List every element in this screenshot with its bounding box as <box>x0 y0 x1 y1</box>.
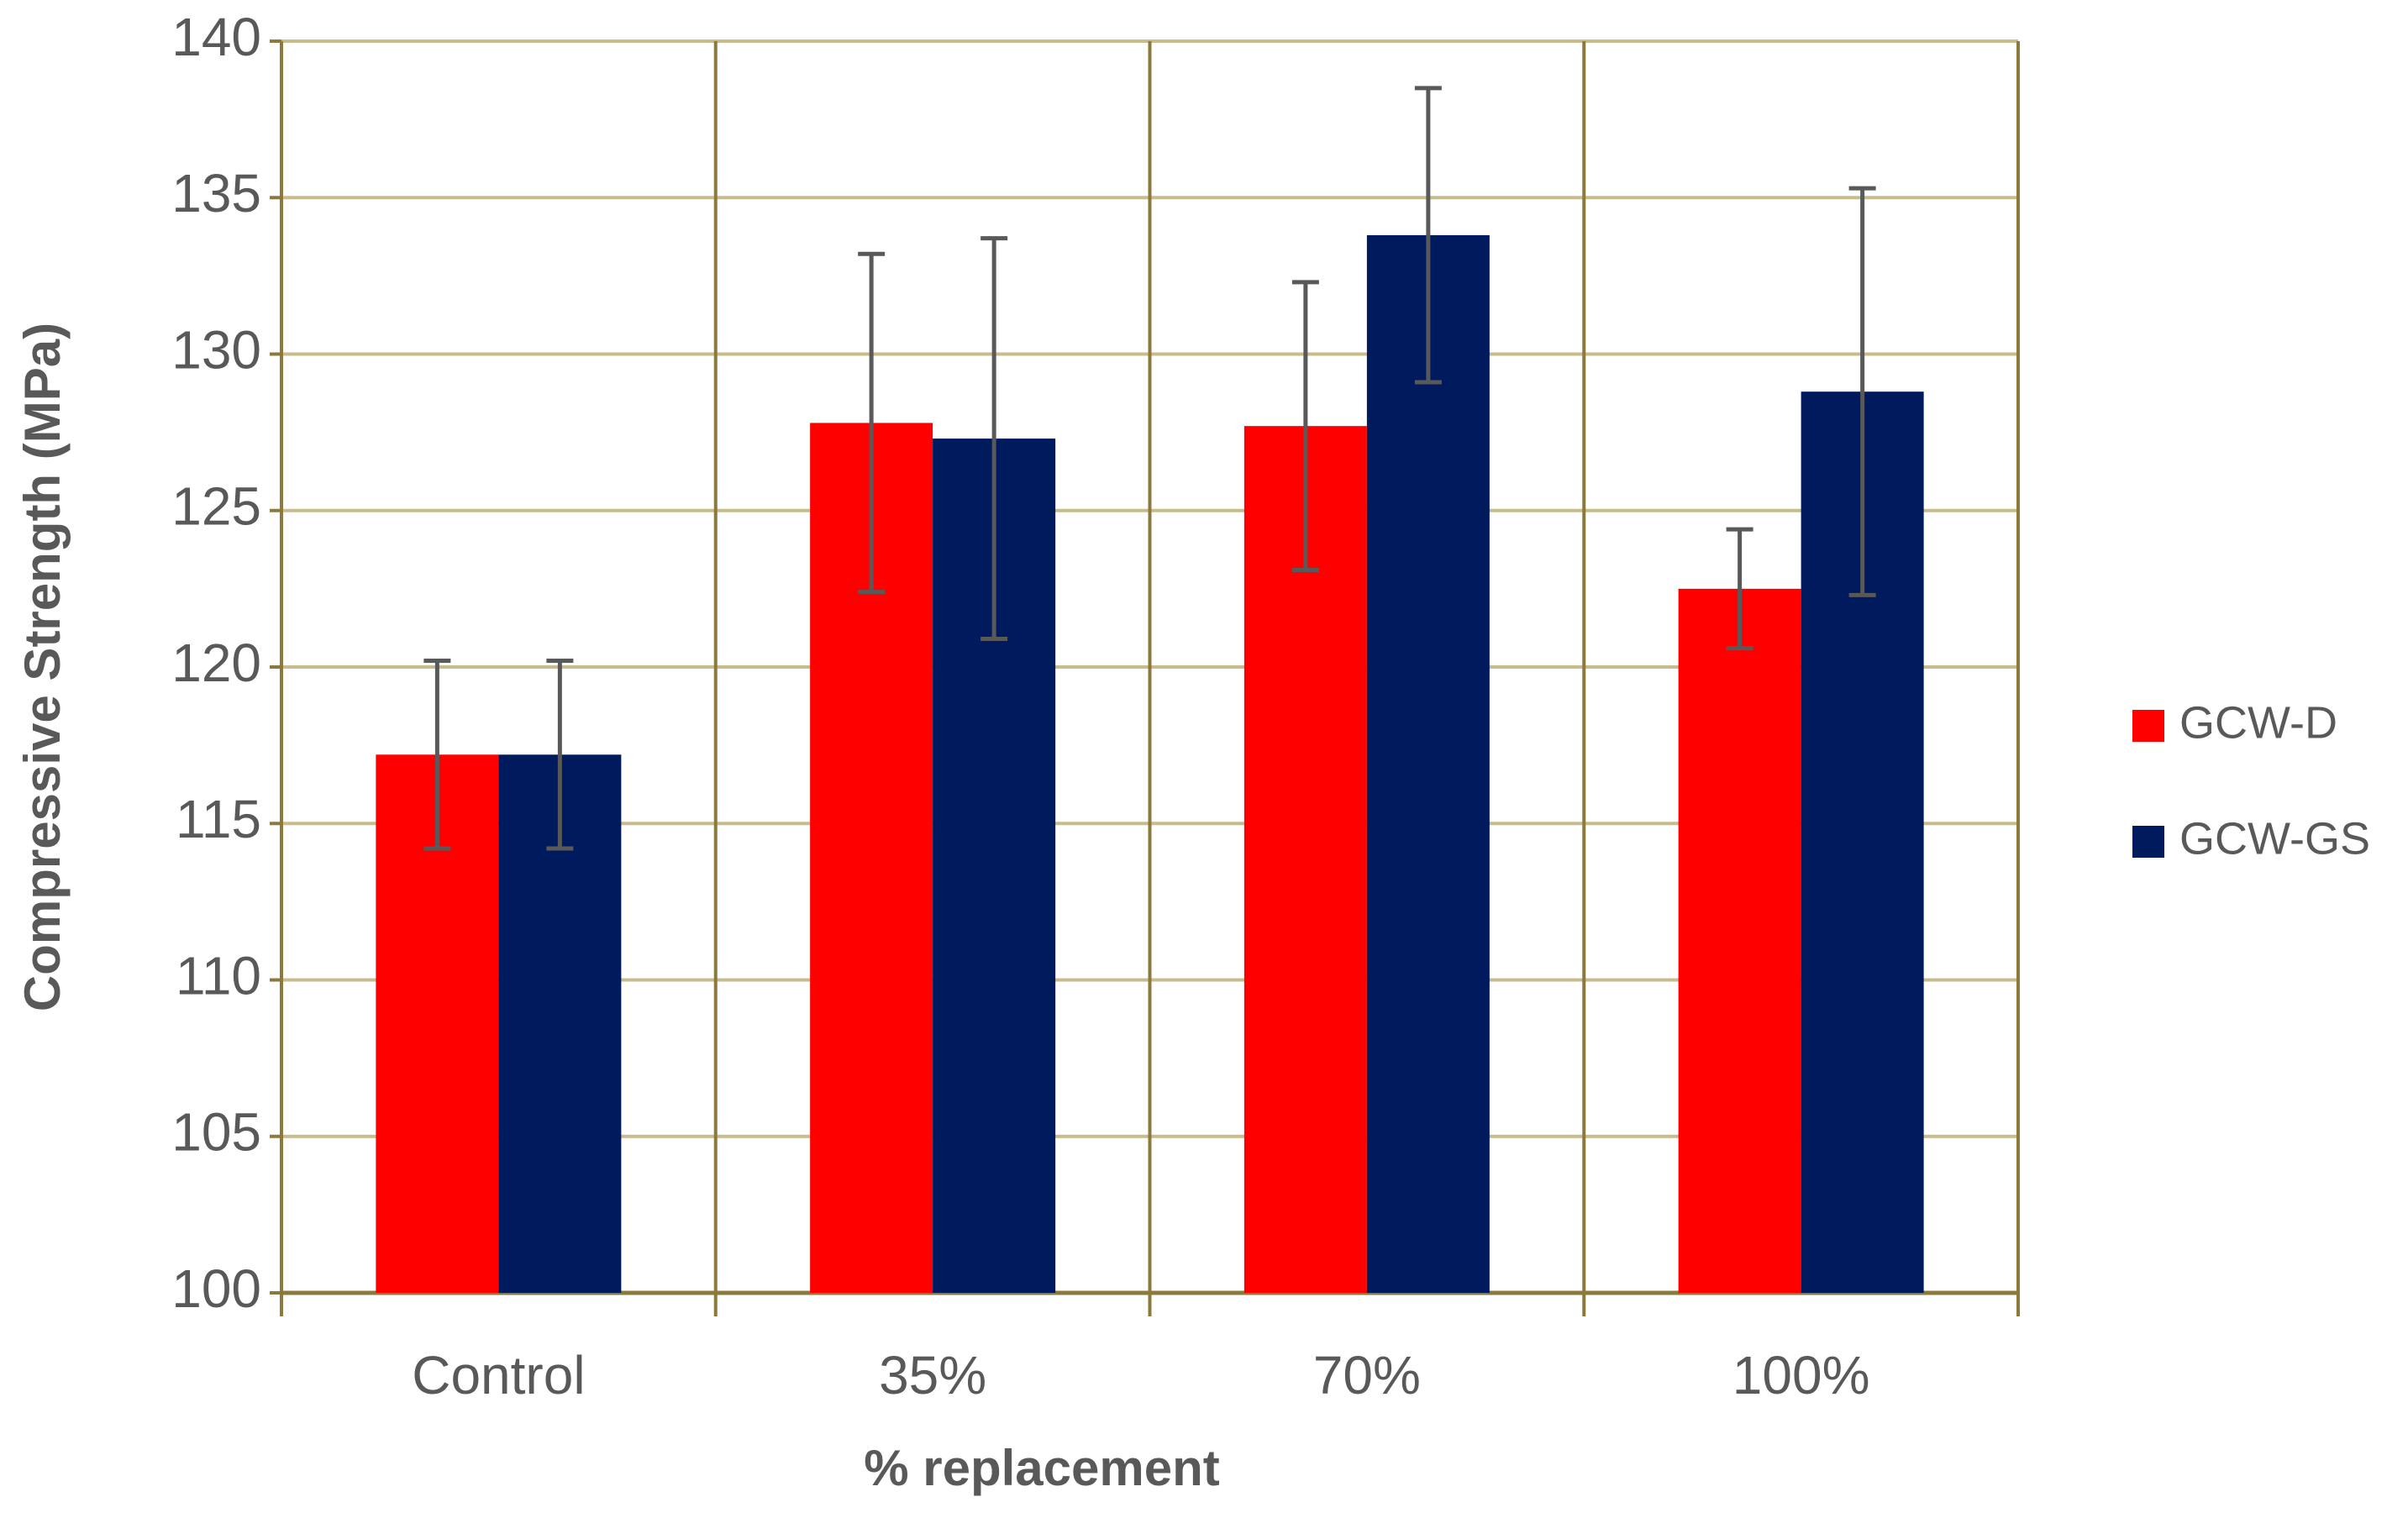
legend-swatch <box>2132 826 2164 858</box>
x-tick-label: 35% <box>879 1345 986 1405</box>
y-tick-label: 125 <box>171 476 261 537</box>
legend-label: GCW-GS <box>2179 813 2370 864</box>
bar <box>1366 234 1490 1294</box>
legend-label: GCW-D <box>2179 697 2337 748</box>
x-tick-label: 100% <box>1732 1345 1870 1405</box>
x-tick-label: 70% <box>1313 1345 1421 1405</box>
y-tick-label: 140 <box>171 7 261 67</box>
y-tick-label: 135 <box>171 163 261 223</box>
y-tick-label: 110 <box>176 945 261 1006</box>
error-bar <box>546 659 574 851</box>
y-axis-title: Compressive Strength (MPa) <box>14 323 71 1011</box>
bar <box>1678 588 1801 1293</box>
y-tick-label: 130 <box>171 319 261 380</box>
legend-swatch <box>2132 710 2164 742</box>
y-tick-label: 120 <box>171 633 261 693</box>
y-tick-label: 115 <box>176 789 261 849</box>
error-bar <box>858 251 886 595</box>
error-bar <box>1848 186 1876 597</box>
error-bar <box>1726 527 1753 651</box>
x-axis-title: % replacement <box>864 1440 1220 1496</box>
error-bar <box>423 659 451 851</box>
error-bar <box>1414 86 1442 385</box>
error-bar <box>1291 280 1319 573</box>
y-tick-label: 100 <box>171 1258 261 1319</box>
y-tick-label: 105 <box>171 1102 261 1163</box>
x-tick-label: Control <box>412 1345 585 1405</box>
error-bar <box>981 236 1008 641</box>
